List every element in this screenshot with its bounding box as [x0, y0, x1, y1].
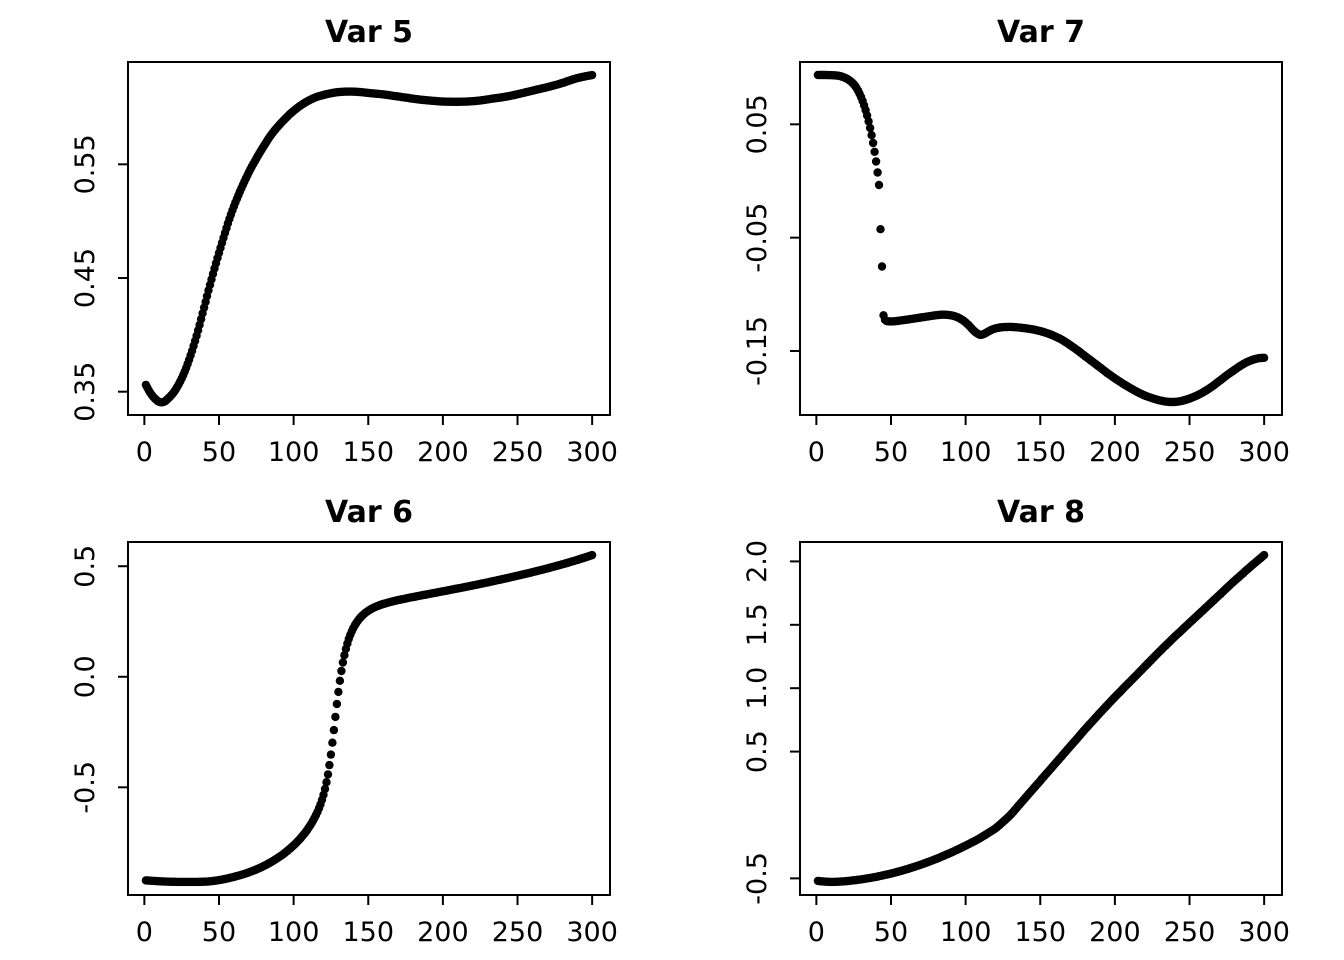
panel-title-var-7: Var 7	[997, 15, 1085, 50]
x-tick-label: 250	[492, 917, 544, 948]
panel-var-7: Var 7 0 50 100 150 200 250 300 -0.15 -0.05 0.05	[672, 0, 1344, 480]
panel-title-var-8: Var 8	[997, 495, 1085, 530]
panel-var-8: Var 8 0 50 100 150 200 250 300 -0.5 0.5 1.0 1.5 2.0	[672, 480, 1344, 960]
y-tick-label: -0.15	[742, 316, 773, 386]
x-tick-label: 100	[940, 437, 992, 468]
y-tick-label: 0.5	[70, 545, 101, 588]
plot-box	[799, 61, 1283, 416]
y-tick-label: 1.5	[742, 603, 773, 646]
x-tick-label: 100	[940, 917, 992, 948]
x-tick-label: 0	[808, 437, 825, 468]
x-tick-label: 50	[874, 917, 908, 948]
var-8-plot: Var 8 0 50 100 150 200 250 300 -0.5 0.5 1.0 1.5 2.0	[672, 480, 1344, 960]
x-tick-label: 100	[268, 437, 320, 468]
y-axis: -0.5 0.5 1.0 1.5 2.0	[742, 540, 800, 905]
y-tick-label: 1.0	[742, 667, 773, 710]
y-tick-label: 0.45	[70, 248, 101, 308]
x-tick-label: 250	[1164, 917, 1216, 948]
x-tick-label: 150	[342, 437, 394, 468]
x-tick-label: 0	[136, 437, 153, 468]
y-tick-label: -0.5	[742, 852, 773, 905]
x-tick-label: 100	[268, 917, 320, 948]
y-tick-label: -0.5	[70, 761, 101, 814]
plot-box	[127, 61, 611, 416]
panel-title-var-5: Var 5	[325, 15, 413, 50]
y-tick-label: 0.55	[70, 134, 101, 194]
x-tick-label: 200	[417, 437, 469, 468]
x-axis: 0 50 100 150 200 250 300	[808, 895, 1290, 948]
data-points	[141, 550, 597, 887]
x-tick-label: 150	[1014, 437, 1066, 468]
x-tick-label: 200	[417, 917, 469, 948]
y-tick-label: 0.0	[70, 655, 101, 698]
y-axis: -0.5 0.0 0.5	[70, 545, 128, 814]
y-tick-label: 2.0	[742, 540, 773, 583]
x-tick-label: 200	[1089, 917, 1141, 948]
x-tick-label: 50	[202, 917, 236, 948]
var-7-plot: Var 7 0 50 100 150 200 250 300 -0.15 -0.05 0.05	[672, 0, 1344, 480]
x-tick-label: 300	[1238, 917, 1290, 948]
y-axis: 0.35 0.45 0.55	[70, 134, 128, 422]
x-tick-label: 300	[566, 437, 618, 468]
x-tick-label: 300	[566, 917, 618, 948]
y-tick-label: -0.05	[742, 203, 773, 273]
x-tick-label: 250	[1164, 437, 1216, 468]
panel-var-6: Var 6 0 50 100 150 200 250 300 -0.5 0.0 0.5	[0, 480, 672, 960]
var-5-plot: Var 5 0 50 100 150 200 250 300 0.35 0.45 0.55	[0, 0, 672, 480]
x-tick-label: 50	[202, 437, 236, 468]
x-tick-label: 150	[342, 917, 394, 948]
x-tick-label: 150	[1014, 917, 1066, 948]
y-tick-label: 0.05	[742, 94, 773, 154]
x-tick-label: 250	[492, 437, 544, 468]
y-axis: -0.15 -0.05 0.05	[742, 94, 800, 386]
panel-title-var-6: Var 6	[325, 495, 413, 530]
x-axis: 0 50 100 150 200 250 300	[808, 415, 1290, 468]
data-points	[813, 70, 1269, 407]
x-tick-label: 0	[136, 917, 153, 948]
x-tick-label: 300	[1238, 437, 1290, 468]
x-tick-label: 0	[808, 917, 825, 948]
x-tick-label: 50	[874, 437, 908, 468]
plot-box	[127, 541, 611, 896]
x-tick-label: 200	[1089, 437, 1141, 468]
data-points	[141, 70, 597, 407]
panel-var-5: Var 5 0 50 100 150 200 250 300 0.35 0.45 0.55	[0, 0, 672, 480]
y-tick-label: 0.5	[742, 730, 773, 773]
var-6-plot: Var 6 0 50 100 150 200 250 300 -0.5 0.0 0.5	[0, 480, 672, 960]
plot-box	[799, 541, 1283, 896]
y-tick-label: 0.35	[70, 362, 101, 422]
data-points	[813, 550, 1269, 887]
x-axis: 0 50 100 150 200 250 300	[136, 895, 618, 948]
x-axis: 0 50 100 150 200 250 300	[136, 415, 618, 468]
